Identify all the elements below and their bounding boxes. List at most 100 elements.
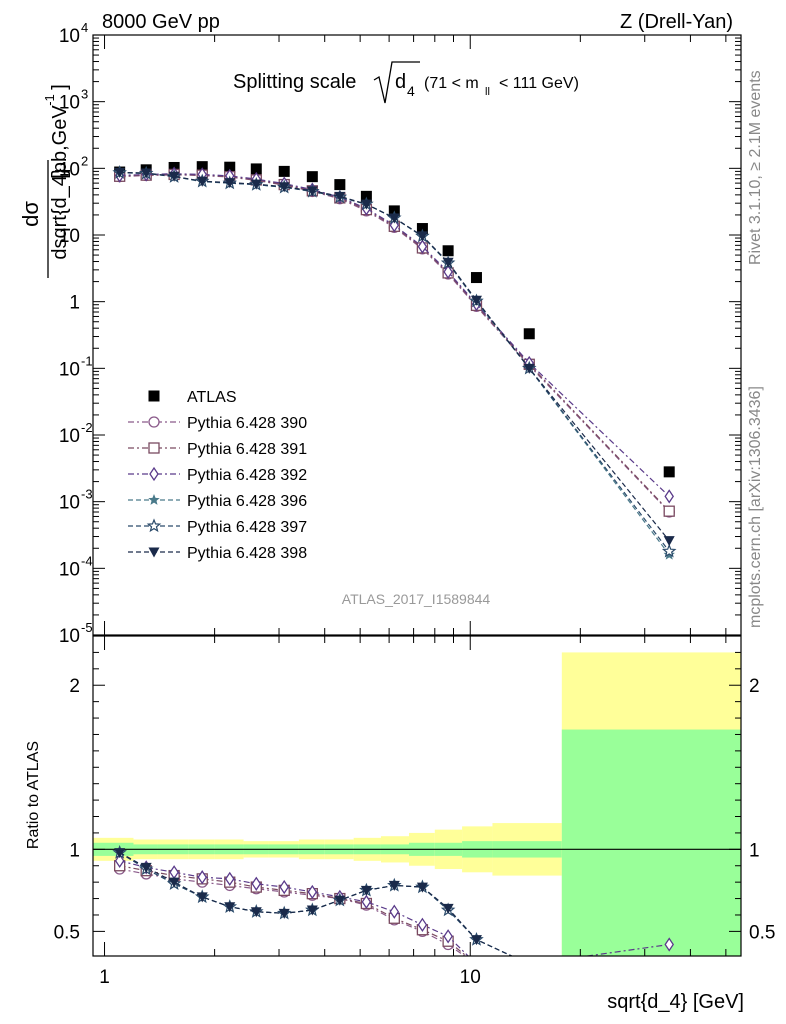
y-tick-label-exponent: 2 — [81, 153, 88, 168]
legend-label: Pythia 6.428 398 — [187, 545, 307, 562]
ylabel-unit: [pb,GeV — [49, 105, 71, 179]
ratio-y-tick-label: 0.5 — [54, 922, 80, 943]
y-tick-label: 10 — [59, 359, 80, 380]
legend-entry: Pythia 6.428 398 — [128, 545, 307, 562]
y-axis-label: dσ dsqrt{d_4} [pb,GeV -1 ] — [18, 84, 71, 278]
ratio-point — [278, 908, 290, 919]
ylabel-unit-sup: -1 — [42, 94, 57, 106]
ratio-point — [140, 862, 152, 873]
data-point — [250, 179, 262, 190]
title-range: (71 < m — [424, 75, 479, 92]
y-tick-label-exponent: -3 — [81, 487, 93, 502]
y-tick-label-exponent: -2 — [81, 420, 93, 435]
legend: ATLAS Pythia 6.428 390 Pythia 6.428 391 Pyt… — [128, 389, 307, 562]
ratio-point — [360, 885, 372, 896]
legend-marker — [148, 442, 160, 454]
y-tick-label: 10 — [59, 426, 80, 447]
y-tick-label: 10 — [59, 626, 80, 647]
legend-marker — [148, 390, 160, 402]
data-point — [224, 161, 236, 173]
legend-label: Pythia 6.428 391 — [187, 441, 307, 458]
ratio-point — [224, 871, 235, 887]
main-panel-frame — [92, 34, 742, 636]
ratio-series-line — [119, 852, 514, 956]
title-sub: 4 — [407, 83, 415, 99]
data-point — [196, 161, 208, 173]
legend-label: Pythia 6.428 390 — [187, 415, 307, 432]
ratio-y-tick-label: 2 — [69, 676, 80, 697]
y-tick-label-exponent: -1 — [81, 353, 93, 368]
ratio-point — [443, 929, 453, 944]
data-point — [661, 543, 677, 558]
y-tick-label-exponent: 3 — [81, 87, 88, 102]
series-6 — [114, 167, 675, 547]
ratio-point — [114, 848, 126, 859]
ratio-point — [306, 905, 318, 916]
main-series-group — [112, 161, 677, 560]
y-tick-label-exponent: -4 — [81, 553, 93, 568]
ratio-point — [334, 895, 346, 906]
mcplots-label: mcplots.cern.ch [arXiv:1306.3436] — [747, 386, 764, 628]
data-point — [442, 257, 454, 268]
legend-label: Pythia 6.428 397 — [187, 519, 307, 536]
ratio-point — [114, 853, 125, 868]
y-tick-label: 1 — [69, 293, 80, 314]
x-tick-label: 1 — [99, 967, 110, 988]
header-left: 8000 GeV pp — [102, 11, 220, 33]
legend-entry: Pythia 6.428 391 — [128, 441, 307, 458]
ratio-point — [251, 876, 262, 891]
x-axis-label: sqrt{d_4} [GeV] — [607, 991, 744, 1013]
data-point — [306, 186, 318, 197]
analysis-watermark: ATLAS_2017_I1589844 — [342, 591, 491, 607]
legend-entry: Pythia 6.428 396 — [128, 493, 307, 510]
data-point — [663, 505, 675, 517]
ratio-point — [196, 892, 208, 903]
data-point — [278, 165, 290, 177]
ratio-point — [224, 902, 236, 913]
data-point — [278, 182, 290, 193]
data-point — [442, 245, 454, 257]
ylabel-unit-end: ] — [49, 84, 71, 90]
data-point — [523, 328, 535, 340]
ratio-ylabel: Ratio to ATLAS — [25, 741, 42, 849]
data-point — [360, 199, 372, 210]
data-point — [334, 191, 346, 202]
data-point — [388, 213, 400, 224]
data-point — [168, 171, 180, 182]
legend-marker — [148, 547, 160, 558]
ratio-y-tick-label-right: 1 — [749, 840, 760, 861]
header-right: Z (Drell-Yan) — [620, 11, 733, 33]
data-point — [196, 176, 208, 187]
data-point — [417, 239, 428, 254]
data-point — [470, 272, 482, 284]
y-tick-label: 10 — [59, 226, 80, 247]
ratio-point — [389, 904, 400, 919]
ratio-point — [250, 907, 262, 918]
ratio-series-group — [112, 844, 674, 956]
rivet-label: Rivet 3.1.10, ≥ 2.1M events — [747, 70, 764, 265]
data-point — [664, 489, 674, 504]
data-point — [250, 163, 262, 175]
data-point — [416, 231, 428, 242]
ratio-point — [416, 882, 428, 893]
y-tick-label: 10 — [59, 159, 80, 180]
legend-entry: Pythia 6.428 397 — [128, 518, 307, 536]
ratio-y-tick-label-right: 0.5 — [749, 922, 775, 943]
title-var: d — [395, 71, 406, 93]
data-point — [416, 223, 428, 235]
ylabel-num: dσ — [18, 201, 43, 227]
y-tick-label: 10 — [59, 26, 80, 47]
plot-title: Splitting scale d 4 (71 < m ll < 111 GeV… — [233, 61, 579, 104]
legend-entry: ATLAS — [148, 389, 237, 406]
title-range-end: < 111 GeV) — [499, 75, 579, 92]
legend-label: Pythia 6.428 396 — [187, 493, 307, 510]
ratio-point — [279, 879, 290, 895]
data-point — [224, 178, 236, 189]
ratio-point — [417, 917, 428, 932]
ratio-point — [307, 884, 318, 900]
legend-marker — [148, 494, 160, 505]
title-main: Splitting scale — [233, 71, 356, 93]
ratio-point — [470, 935, 482, 946]
ylabel-den: dsqrt{d_4} — [49, 168, 71, 260]
